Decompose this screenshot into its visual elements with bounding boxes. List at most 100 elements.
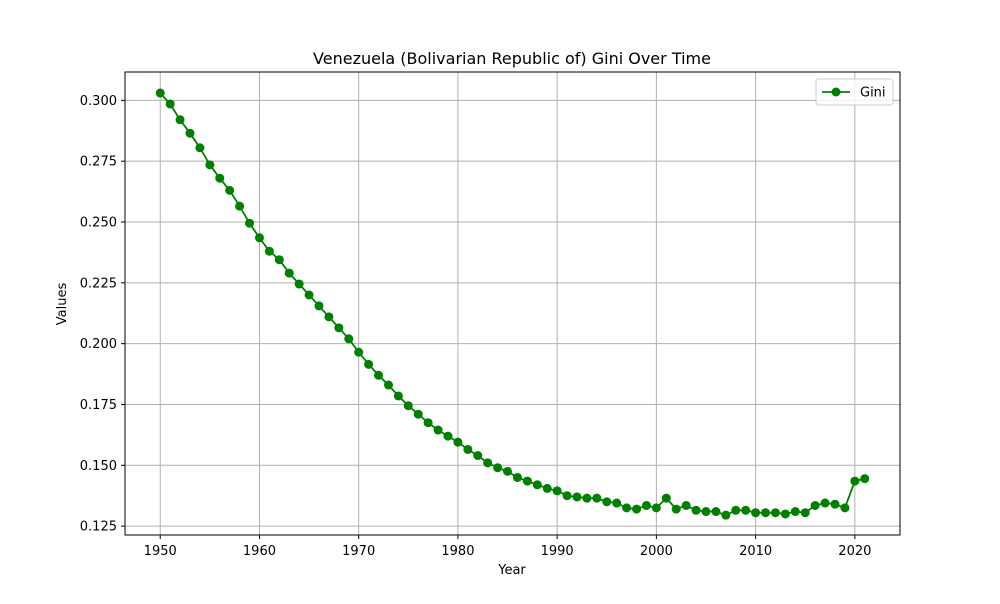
data-point [294,279,304,289]
data-point [473,451,483,461]
y-axis-ticks: 0.125 0.150 0.175 0.200 0.225 0.250 0.275 0.300 [80,94,125,535]
y-tick-label: 0.300 [80,94,117,109]
data-point [562,491,572,501]
data-point [374,370,384,380]
data-point [304,290,314,300]
data-point [245,218,255,228]
data-point [860,474,870,484]
data-point [324,312,334,322]
data-point [235,201,245,211]
y-tick-label: 0.275 [80,155,117,170]
x-axis-label: Year [497,563,526,578]
y-tick-label: 0.150 [80,459,117,474]
data-point [393,391,403,401]
data-point [721,510,731,520]
data-point [383,380,393,390]
data-point [741,505,751,515]
data-point [800,508,810,518]
x-tick-label: 1970 [342,544,375,559]
data-point [572,492,582,502]
x-tick-label: 1950 [144,544,177,559]
y-tick-label: 0.125 [80,520,117,535]
data-point [522,476,532,486]
data-point [264,246,274,256]
data-point [840,503,850,513]
legend-marker-swatch [831,87,841,97]
data-point [364,359,374,369]
series-marker-layer [155,88,870,520]
data-point [622,503,632,513]
data-point [651,503,661,513]
data-point [185,128,195,138]
legend-box [815,78,894,106]
y-tick-label: 0.225 [80,276,117,291]
x-tick-label: 1990 [541,544,574,559]
data-point [453,437,463,447]
data-point [592,493,602,503]
data-point [691,505,701,515]
data-point [612,498,622,508]
data-point [314,301,324,311]
x-tick-label: 2020 [838,544,871,559]
data-point [532,480,542,490]
data-point [681,500,691,510]
data-point [175,115,185,125]
y-axis-label: Values [55,283,70,326]
y-tick-label: 0.250 [80,215,117,230]
data-point [582,493,592,503]
data-point [503,466,513,476]
data-point [751,508,761,518]
data-point [780,509,790,519]
x-axis-ticks: 1950 1960 1970 1980 1990 2000 2010 2020 [144,535,871,559]
data-point [632,504,642,514]
data-point [483,458,493,468]
data-point [552,486,562,496]
data-point [403,401,413,411]
data-point [641,500,651,510]
x-tick-label: 1960 [243,544,276,559]
data-point [463,444,473,454]
data-point [810,500,820,510]
data-point [443,431,453,441]
data-point [433,425,443,435]
data-point [661,493,671,503]
data-point [284,268,294,278]
data-point [195,143,205,153]
data-point [761,508,771,518]
x-tick-label: 2000 [640,544,673,559]
data-point [542,483,552,493]
data-point [512,472,522,482]
grid [125,72,900,535]
data-point [671,504,681,514]
data-point [413,409,423,419]
data-point [850,476,860,486]
plot-frame [124,71,901,536]
chart-title: Venezuela (Bolivarian Republic of) Gini … [313,49,711,68]
data-point [254,233,264,243]
data-point [820,498,830,508]
data-point [205,160,215,170]
data-point [790,507,800,517]
y-tick-label: 0.175 [80,398,117,413]
data-point [770,508,780,518]
data-point [155,88,165,98]
data-point [225,185,235,195]
y-tick-label: 0.200 [80,337,117,352]
x-tick-label: 1980 [441,544,474,559]
x-tick-label: 2010 [739,544,772,559]
legend-label-gini: Gini [860,86,886,101]
data-point [602,497,612,507]
data-point [423,418,433,428]
data-point [334,323,344,333]
data-point [274,255,284,265]
legend: Gini [815,78,894,106]
data-point [215,173,225,183]
data-point [731,505,741,515]
data-point [711,507,721,517]
data-point [354,347,364,357]
data-point [701,507,711,517]
data-point [165,99,175,109]
data-point [493,463,503,473]
